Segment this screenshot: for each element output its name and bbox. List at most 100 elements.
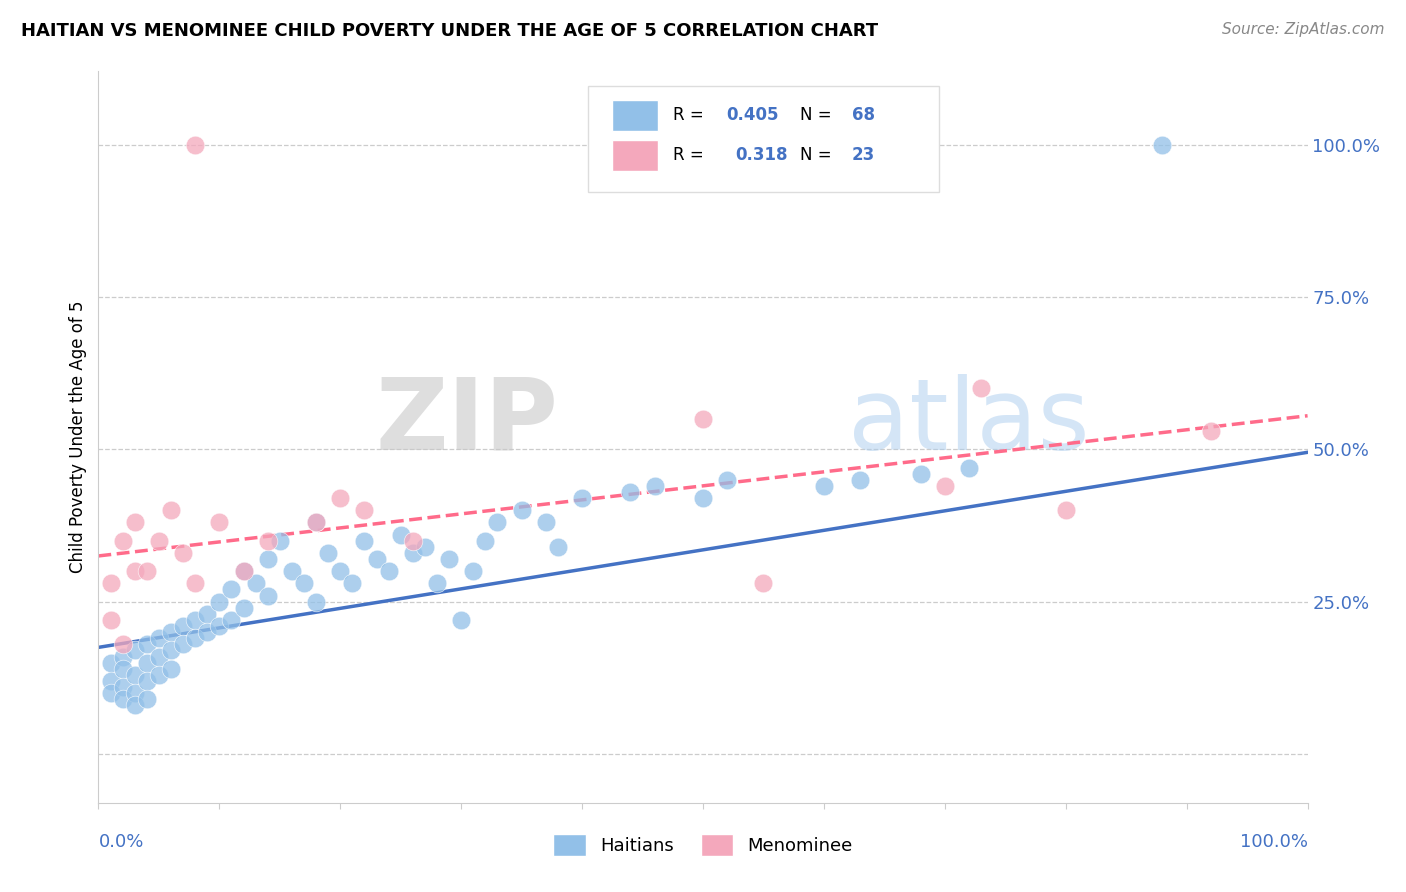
Point: [221, 582, 243, 597]
Point: [195, 607, 218, 621]
Point: [135, 637, 157, 651]
Text: atlas: atlas: [848, 374, 1090, 471]
Point: [957, 460, 980, 475]
Point: [389, 527, 412, 541]
Point: [148, 632, 170, 646]
Point: [534, 516, 557, 530]
Point: [1152, 137, 1174, 152]
Point: [160, 643, 183, 657]
Point: [437, 552, 460, 566]
Y-axis label: Child Poverty Under the Age of 5: Child Poverty Under the Age of 5: [69, 301, 87, 574]
Text: 0.318: 0.318: [735, 146, 789, 164]
Text: N =: N =: [800, 106, 837, 124]
Point: [329, 564, 352, 578]
Text: 100.0%: 100.0%: [1240, 833, 1308, 851]
Point: [135, 564, 157, 578]
Point: [305, 516, 328, 530]
Point: [256, 589, 278, 603]
Point: [100, 576, 122, 591]
Point: [813, 479, 835, 493]
Point: [402, 533, 425, 548]
Point: [269, 533, 291, 548]
Point: [849, 473, 872, 487]
Point: [232, 600, 254, 615]
Point: [232, 564, 254, 578]
Text: R =: R =: [672, 146, 714, 164]
Point: [256, 552, 278, 566]
Point: [486, 516, 509, 530]
Point: [124, 686, 146, 700]
Point: [160, 503, 183, 517]
Point: [402, 546, 425, 560]
Point: [377, 564, 399, 578]
Point: [172, 637, 194, 651]
Point: [111, 533, 134, 548]
Text: HAITIAN VS MENOMINEE CHILD POVERTY UNDER THE AGE OF 5 CORRELATION CHART: HAITIAN VS MENOMINEE CHILD POVERTY UNDER…: [21, 22, 879, 40]
Point: [245, 576, 267, 591]
Point: [970, 381, 993, 395]
Point: [135, 673, 157, 688]
Point: [342, 576, 364, 591]
Point: [329, 491, 352, 505]
Point: [692, 412, 714, 426]
Point: [221, 613, 243, 627]
Point: [124, 516, 146, 530]
FancyBboxPatch shape: [613, 140, 658, 171]
Text: 68: 68: [852, 106, 875, 124]
Point: [111, 680, 134, 694]
Point: [353, 533, 375, 548]
Point: [752, 576, 775, 591]
Point: [450, 613, 472, 627]
Point: [256, 533, 278, 548]
Point: [135, 656, 157, 670]
Point: [474, 533, 496, 548]
Point: [184, 632, 207, 646]
Point: [1199, 424, 1222, 438]
Point: [547, 540, 569, 554]
Text: ZIP: ZIP: [375, 374, 558, 471]
Point: [463, 564, 485, 578]
Point: [413, 540, 436, 554]
Point: [366, 552, 388, 566]
Point: [160, 662, 183, 676]
Point: [148, 649, 170, 664]
Text: 0.405: 0.405: [725, 106, 779, 124]
Point: [571, 491, 593, 505]
Text: R =: R =: [672, 106, 709, 124]
Point: [208, 619, 231, 633]
Point: [1054, 503, 1077, 517]
Point: [172, 546, 194, 560]
Point: [111, 649, 134, 664]
Point: [305, 516, 328, 530]
Point: [124, 564, 146, 578]
FancyBboxPatch shape: [613, 100, 658, 130]
Point: [316, 546, 339, 560]
Point: [135, 692, 157, 706]
Text: 23: 23: [852, 146, 875, 164]
Point: [281, 564, 304, 578]
Point: [100, 673, 122, 688]
Point: [124, 698, 146, 713]
Text: N =: N =: [800, 146, 837, 164]
Text: Source: ZipAtlas.com: Source: ZipAtlas.com: [1222, 22, 1385, 37]
Point: [305, 594, 328, 608]
Point: [111, 662, 134, 676]
Legend: Haitians, Menominee: Haitians, Menominee: [546, 827, 860, 863]
Point: [208, 516, 231, 530]
Point: [124, 643, 146, 657]
Point: [195, 625, 218, 640]
Point: [692, 491, 714, 505]
Point: [100, 613, 122, 627]
Point: [184, 576, 207, 591]
Text: 0.0%: 0.0%: [98, 833, 143, 851]
Point: [910, 467, 932, 481]
Point: [184, 613, 207, 627]
Point: [184, 137, 207, 152]
Point: [619, 485, 641, 500]
Point: [232, 564, 254, 578]
Point: [426, 576, 449, 591]
Point: [160, 625, 183, 640]
Point: [148, 667, 170, 681]
FancyBboxPatch shape: [588, 86, 939, 192]
Point: [510, 503, 533, 517]
